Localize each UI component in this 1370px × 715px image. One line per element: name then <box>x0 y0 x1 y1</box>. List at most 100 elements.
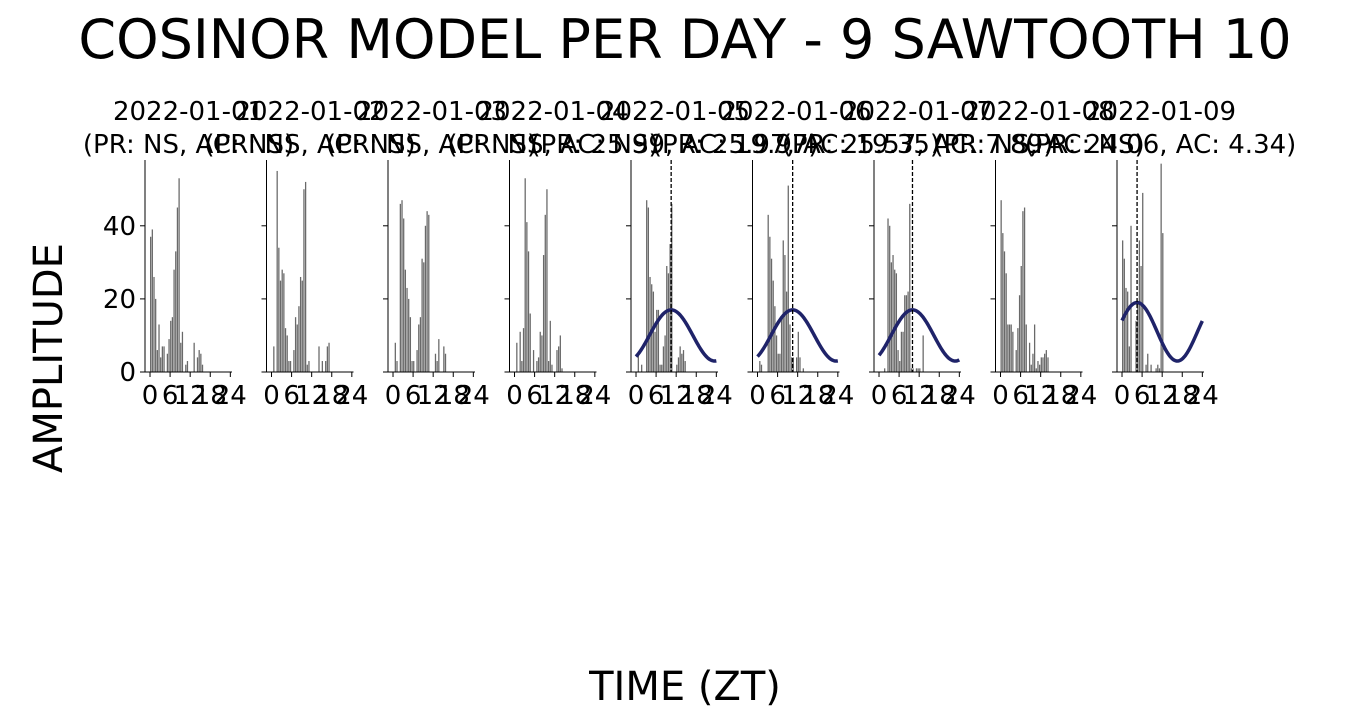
bar <box>396 361 398 372</box>
x-tick-label: 18 <box>558 381 591 411</box>
bar <box>910 368 913 372</box>
panel-stats: (PR: NS, AC: NS) <box>933 130 1144 160</box>
x-tick-label: 6 <box>648 381 665 411</box>
bar <box>284 328 287 372</box>
bar <box>418 324 420 372</box>
bar <box>904 295 906 372</box>
bar <box>551 364 553 372</box>
bar <box>556 350 558 372</box>
bar <box>544 214 546 372</box>
bar <box>181 331 184 372</box>
bar <box>166 353 169 372</box>
bar <box>637 353 639 372</box>
bar <box>308 361 310 372</box>
bar <box>180 342 182 372</box>
bar <box>289 361 292 372</box>
bar <box>532 350 535 372</box>
cosinor-fit-line <box>877 308 961 363</box>
bar <box>304 181 307 372</box>
bar <box>318 346 320 372</box>
bar <box>276 170 278 372</box>
bar <box>802 368 804 372</box>
bar <box>770 258 773 372</box>
x-tick-label: 12 <box>660 381 693 411</box>
bar <box>421 258 423 372</box>
x-tick-label: 0 <box>749 381 766 411</box>
bar <box>1040 357 1042 372</box>
bar <box>677 357 680 372</box>
y-axis-label: AMPLITUDE <box>26 243 72 473</box>
x-tick-label: 6 <box>405 381 422 411</box>
bar <box>426 211 428 372</box>
bar <box>902 331 904 372</box>
bar <box>1142 192 1144 372</box>
x-tick-label: 24 <box>457 381 490 411</box>
panel-date: 2022-01-09 <box>1085 97 1236 127</box>
bar <box>684 361 686 372</box>
bar <box>780 317 783 372</box>
bar <box>899 361 901 372</box>
bar <box>176 207 179 372</box>
bar <box>679 346 681 372</box>
panel-stats: (PR: NS, AC: NS) <box>204 130 415 160</box>
bar <box>785 291 788 372</box>
bar <box>529 313 531 372</box>
bar <box>1039 364 1041 372</box>
x-tick-label: 12 <box>538 381 571 411</box>
bar <box>413 361 415 372</box>
panel-stats: (PR: 25.97, AC: 19.35) <box>652 130 940 160</box>
bar <box>676 364 678 372</box>
bar <box>777 353 779 372</box>
bar <box>647 207 650 372</box>
x-tick-label: 24 <box>214 381 247 411</box>
bar <box>186 361 189 372</box>
bar <box>1007 324 1009 372</box>
bar <box>1002 233 1004 372</box>
bar <box>178 178 180 372</box>
bar <box>155 298 157 372</box>
bar <box>682 350 685 372</box>
bar <box>294 317 297 372</box>
bar <box>1008 324 1011 372</box>
bar <box>328 342 330 372</box>
bar <box>1130 225 1132 372</box>
bar <box>185 364 187 372</box>
bar <box>654 331 656 372</box>
bar <box>524 178 526 372</box>
panel-stats: (PR: 25.57, AC: 7.89) <box>782 130 1054 160</box>
bar <box>298 306 300 372</box>
bar <box>401 200 403 372</box>
bar <box>306 364 308 372</box>
bar <box>198 350 200 372</box>
bar <box>151 229 153 372</box>
bar <box>193 342 195 372</box>
bar <box>1015 350 1017 372</box>
bar <box>666 266 668 372</box>
bar <box>1140 266 1142 372</box>
panel-date: 2022-01-06 <box>720 97 871 127</box>
x-tick-label: 24 <box>1064 381 1097 411</box>
y-tick-label: 0 <box>119 358 136 388</box>
bar <box>779 353 781 372</box>
bar <box>296 324 298 372</box>
bar <box>1135 320 1137 372</box>
y-tick-label: 20 <box>103 285 136 315</box>
bar <box>200 353 202 372</box>
panel-stats: (PR: NS, AC: NS) <box>83 130 294 160</box>
bar <box>519 331 521 372</box>
bar <box>436 361 438 372</box>
bar <box>661 364 663 372</box>
bar <box>444 353 447 372</box>
bar <box>1145 364 1147 372</box>
panel-date: 2022-01-03 <box>356 97 507 127</box>
x-tick-label: 6 <box>1012 381 1029 411</box>
x-tick-label: 0 <box>1114 381 1131 411</box>
bar <box>1003 251 1006 372</box>
x-tick-label: 24 <box>700 381 733 411</box>
bar <box>796 357 798 372</box>
bar <box>1160 163 1162 372</box>
bar <box>1125 287 1127 372</box>
